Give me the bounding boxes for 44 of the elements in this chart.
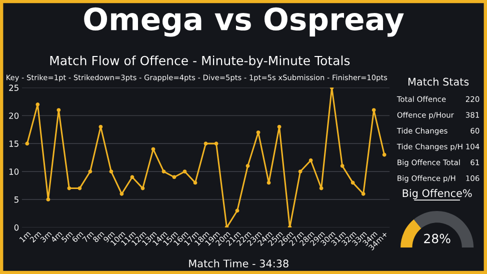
y-tick-label: 20 — [9, 112, 19, 119]
point — [204, 142, 208, 146]
point — [98, 124, 103, 129]
chart-subtitle: Match Flow of Offence - Minute-by-Minute Totals — [50, 56, 350, 68]
point — [193, 180, 198, 185]
y-tick-label: 25 — [9, 84, 18, 91]
y-tick-label: 10 — [9, 168, 19, 175]
point — [162, 170, 166, 174]
point — [308, 158, 313, 162]
point — [182, 170, 187, 174]
point — [256, 130, 260, 134]
point — [361, 192, 366, 196]
point — [277, 124, 282, 129]
point — [372, 108, 376, 112]
point — [140, 186, 145, 190]
chart-title: Big Offence% — [402, 189, 472, 200]
point — [25, 142, 30, 146]
point — [266, 180, 271, 185]
point — [214, 142, 218, 146]
point — [67, 186, 72, 190]
point — [120, 192, 124, 196]
point — [130, 175, 134, 180]
point — [172, 175, 176, 180]
point — [319, 186, 324, 190]
point — [350, 180, 355, 185]
y-tick-label: 5 — [14, 196, 18, 203]
text: Match Stats — [408, 78, 469, 86]
point — [36, 102, 40, 106]
text: 28% — [424, 234, 450, 244]
point — [382, 152, 386, 157]
point — [109, 170, 114, 174]
chart-title: Omega vs Ospreay — [84, 7, 404, 37]
y-tick-label: 0 — [14, 224, 19, 231]
point — [46, 198, 50, 202]
point — [56, 108, 61, 112]
line-series — [25, 88, 386, 228]
text: Match Time - 34:38 — [189, 259, 288, 268]
point — [88, 170, 92, 174]
point — [298, 170, 302, 174]
point — [235, 208, 240, 213]
point — [340, 164, 344, 168]
y-tick-label: 15 — [9, 140, 18, 147]
point — [78, 186, 82, 190]
point — [246, 164, 250, 168]
